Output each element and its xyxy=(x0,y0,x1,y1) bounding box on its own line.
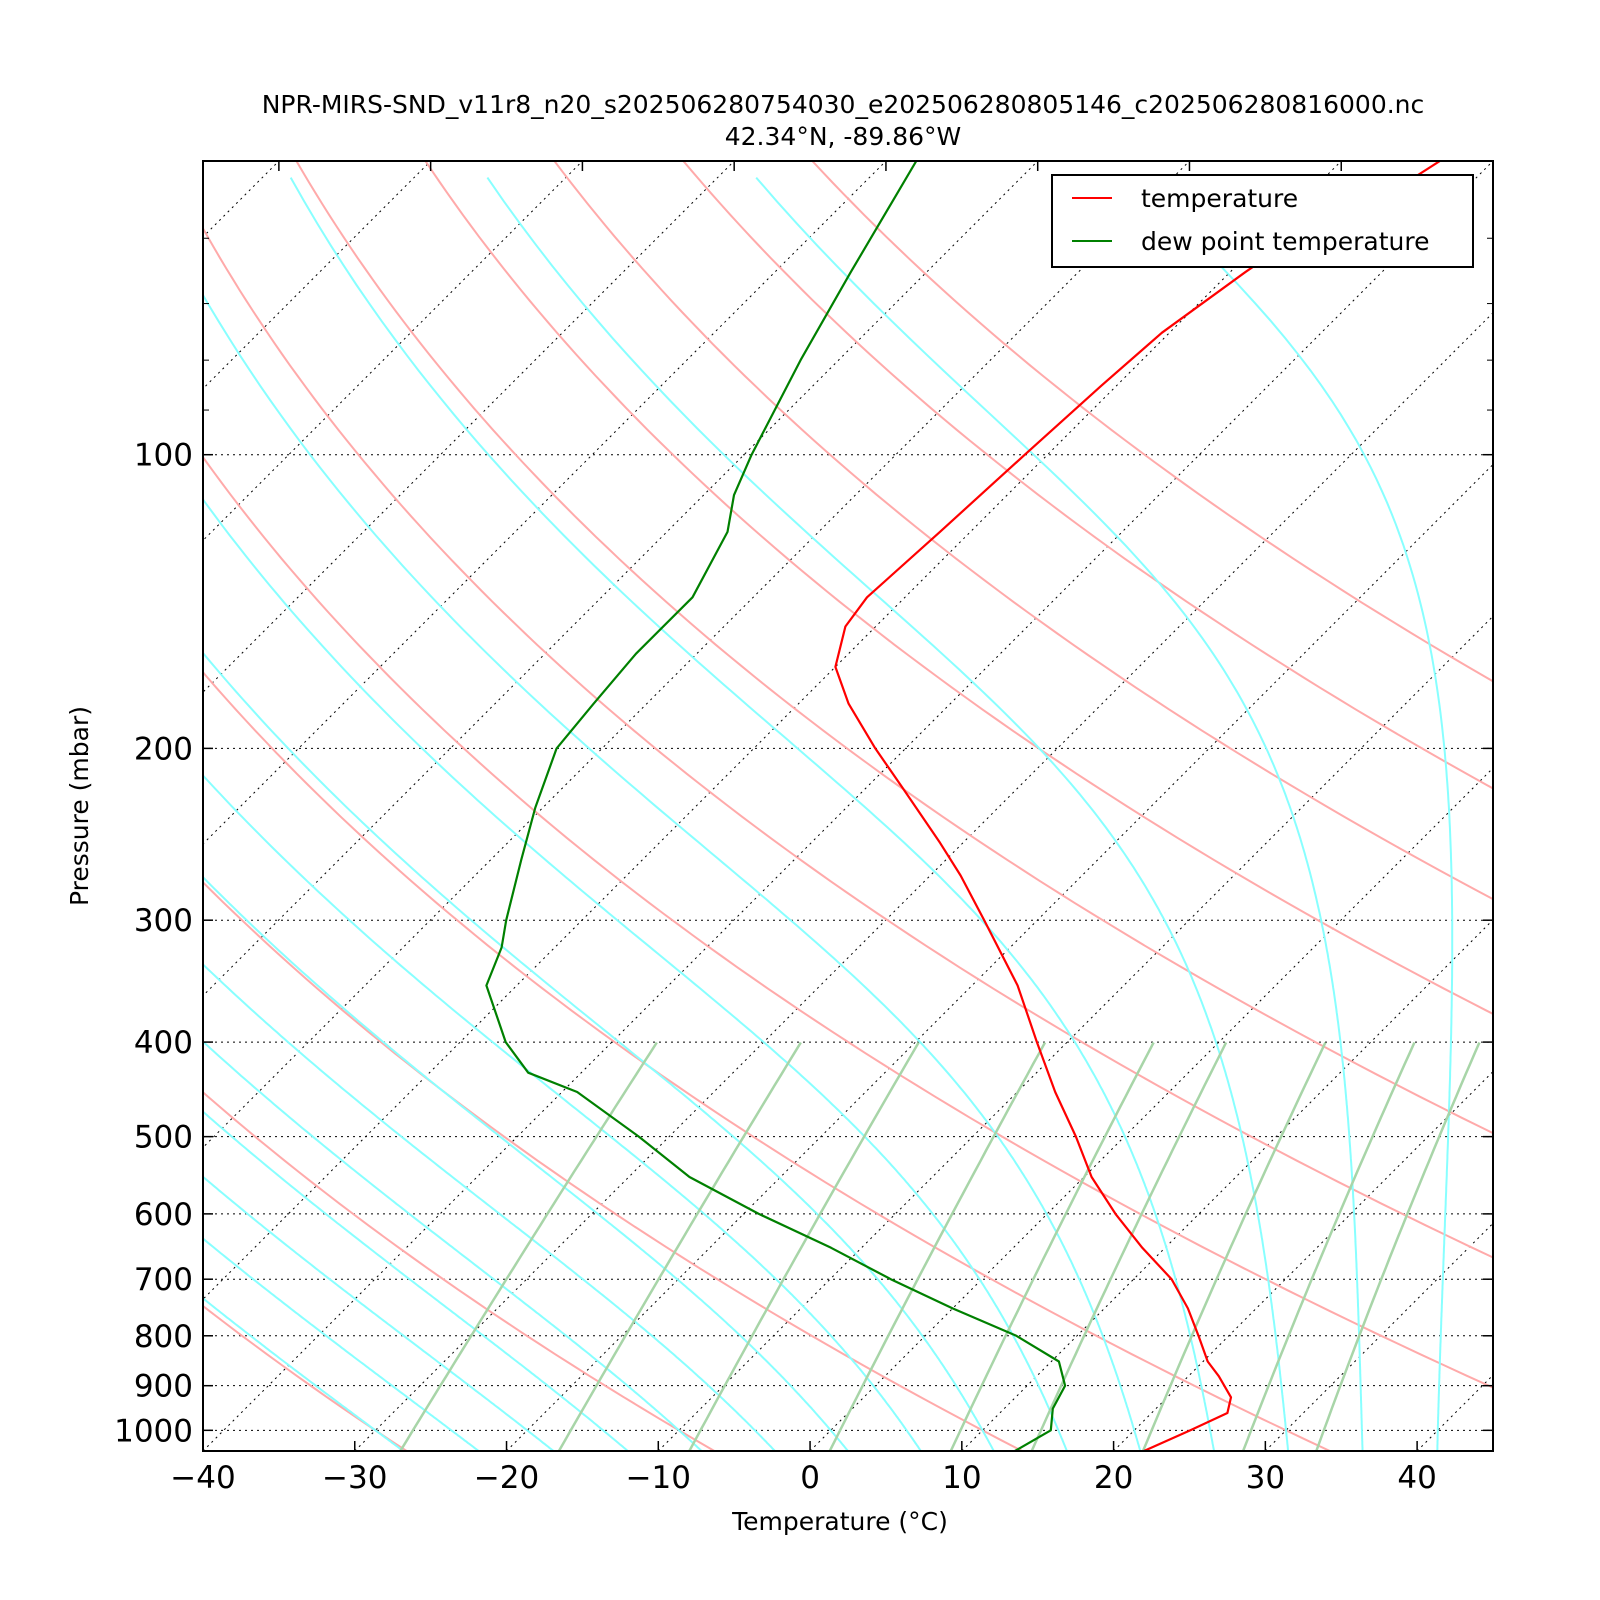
y-tick-label: 600 xyxy=(134,1197,193,1233)
moist-adiabat xyxy=(203,1237,481,1451)
isotherm-gridline xyxy=(354,312,1493,1451)
x-tick-label: −40 xyxy=(170,1460,235,1496)
dry-adiabat xyxy=(811,161,1493,683)
x-tick-label: −20 xyxy=(474,1460,539,1496)
data-lines xyxy=(485,161,1441,1451)
moist-adiabat xyxy=(203,1110,630,1451)
moist-adiabat xyxy=(203,651,995,1451)
dry-adiabat xyxy=(203,670,1331,1451)
moist-adiabat xyxy=(203,875,850,1451)
dry-adiabat xyxy=(682,161,1493,790)
moist-adiabat xyxy=(203,963,777,1451)
mixing-ratio-line xyxy=(949,1041,1155,1451)
y-tick-label: 300 xyxy=(134,903,193,939)
isotherm-gridline xyxy=(203,161,887,845)
mixing-ratio-line xyxy=(828,1041,1047,1451)
moist-adiabat xyxy=(203,293,1142,1451)
y-tick-label: 800 xyxy=(134,1319,193,1355)
legend-box xyxy=(1051,174,1474,268)
dry-adiabat xyxy=(553,161,1493,901)
isotherm-gridline xyxy=(657,615,1493,1451)
y-tick-label: 400 xyxy=(134,1025,193,1061)
legend-label-dewpoint: dew point temperature xyxy=(1141,227,1430,256)
axis-ticks: −40 −30 −20 −10 0 10 20 30 40 100 200 300 400 500 600 7… xyxy=(114,160,1493,1496)
y-tick-label: 200 xyxy=(134,731,193,767)
y-tick-label: 100 xyxy=(134,438,193,474)
y-tick-label: 700 xyxy=(134,1262,193,1298)
mixing-ratio-line xyxy=(399,1041,658,1451)
moist-adiabat xyxy=(289,177,1216,1451)
x-tick-label: 10 xyxy=(942,1460,981,1496)
chart-subtitle: 42.34°N, -89.86°W xyxy=(725,122,961,151)
x-tick-label: 30 xyxy=(1246,1460,1285,1496)
mixing-ratio-line xyxy=(1030,1041,1228,1451)
mixing-ratio-line xyxy=(688,1041,920,1451)
y-axis-label: Pressure (mbar) xyxy=(65,706,94,906)
dry-adiabat xyxy=(203,880,1023,1451)
moist-adiabat xyxy=(203,1040,704,1451)
isotherm-gridline xyxy=(809,767,1493,1451)
isotherm-gridline xyxy=(203,161,1493,1451)
x-tick-label: 20 xyxy=(1094,1460,1133,1496)
dry-adiabat xyxy=(424,161,1493,1016)
moist-adiabat xyxy=(1131,176,1454,1451)
moist-adiabat xyxy=(203,497,1068,1451)
x-axis-label: Temperature (°C) xyxy=(731,1507,948,1536)
y-tick-label: 900 xyxy=(134,1369,193,1405)
isotherm-gridline xyxy=(203,161,1342,1300)
dry-adiabat xyxy=(203,226,1493,1259)
moist-adiabat xyxy=(203,1297,405,1451)
temperature-line xyxy=(834,161,1441,1451)
dry-adiabat xyxy=(295,161,1493,1135)
isotherm-gridline xyxy=(203,161,1039,997)
plot-frame xyxy=(202,160,1494,1452)
mixing-ratio-line xyxy=(1241,1041,1416,1451)
mixing-ratio-line xyxy=(1141,1041,1327,1451)
mixing-ratio-line xyxy=(1315,1042,1481,1451)
x-tick-label: −30 xyxy=(322,1460,387,1496)
moist-adiabat xyxy=(755,176,1364,1451)
background-lines xyxy=(203,161,1493,1451)
moist-adiabat xyxy=(203,1175,556,1451)
dry-adiabat xyxy=(203,455,1493,1389)
y-tick-label: 1000 xyxy=(114,1413,193,1449)
isotherm-gridline xyxy=(506,463,1493,1451)
x-tick-label: 0 xyxy=(800,1460,820,1496)
moist-adiabat xyxy=(203,774,923,1451)
x-tick-label: 40 xyxy=(1397,1460,1436,1496)
dewpoint-line xyxy=(485,161,1067,1451)
y-tick-label: 500 xyxy=(134,1120,193,1156)
isotherm-gridline xyxy=(203,161,1190,1149)
legend: temperature dew point temperature xyxy=(1051,174,1474,268)
moist-adiabat xyxy=(486,177,1290,1451)
legend-label-temperature: temperature xyxy=(1141,184,1298,213)
dry-adiabat xyxy=(203,1090,715,1451)
chart-title: NPR-MIRS-SND_v11r8_n20_s202506280754030_… xyxy=(262,90,1425,119)
x-tick-label: −10 xyxy=(626,1460,691,1496)
mixing-ratio-line xyxy=(557,1041,802,1451)
